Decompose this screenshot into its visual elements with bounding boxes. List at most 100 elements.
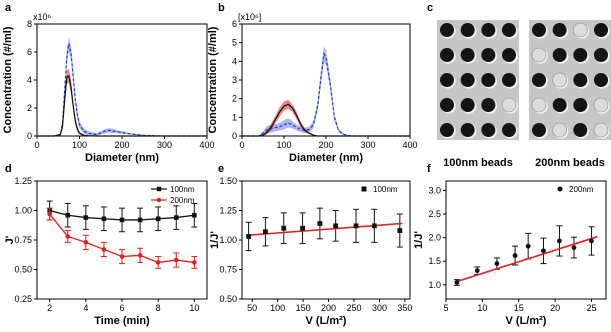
- x-tick-label: 400: [402, 140, 417, 150]
- x-tick-label: 15: [514, 303, 524, 313]
- y-tick-label: 0.25: [14, 294, 32, 304]
- sem-hole: [573, 48, 588, 62]
- sem-image-200nm: [529, 20, 611, 140]
- sem-bead: [531, 47, 547, 63]
- y-tick-label: 6: [27, 47, 32, 57]
- sem-hole: [532, 23, 546, 37]
- chart-b: 0 100 200 300 400 0 1 2 3 4 5 6 Diameter (nm) Concent…: [207, 12, 418, 164]
- data-point: [512, 253, 518, 258]
- data-point: [589, 238, 594, 244]
- x-axis-label: Diameter (nm): [289, 152, 363, 164]
- sem-hole: [481, 23, 496, 37]
- data-point: [65, 212, 71, 218]
- sem-hole: [440, 48, 454, 62]
- data-point: [137, 217, 143, 223]
- x-tick-label: 4: [83, 303, 88, 313]
- y-tick-label: 3: [232, 75, 237, 85]
- x-tick-label: 10: [189, 303, 199, 313]
- y-tick-label: 6: [232, 19, 237, 29]
- sem-hole: [552, 98, 567, 112]
- x-tick-label: 300: [157, 140, 172, 150]
- chart-f: 5 10 15 20 25 1.0 1.5 2.0 2.5 3.0 V (L/m²) 1/J' 200n…: [413, 180, 607, 327]
- y-axis-label: Concentration (#/ml): [2, 26, 14, 133]
- plot-frame: [241, 180, 411, 300]
- data-point: [281, 225, 287, 231]
- x-axis-label: V (L/m²): [306, 315, 347, 327]
- sem-hole: [481, 48, 496, 62]
- sem-bead: [593, 122, 609, 138]
- sem-hole: [440, 98, 454, 112]
- sem-hole: [573, 98, 588, 112]
- x-tick-label: 2: [47, 303, 52, 313]
- data-point: [155, 260, 161, 265]
- x-axis-label: V (L/m²): [506, 315, 547, 327]
- x-tick-label: 350: [397, 303, 412, 313]
- sem-holes-100nm: [440, 23, 518, 139]
- x-tick-label: 250: [346, 303, 361, 313]
- sem-hole: [440, 123, 454, 137]
- y-tick-label: 2: [27, 103, 32, 113]
- sem-hole: [573, 73, 588, 87]
- sem-hole: [502, 23, 516, 37]
- x-tick-label: 50: [247, 303, 257, 313]
- data-point: [353, 223, 359, 229]
- y-tick-label: 1.0: [428, 280, 441, 290]
- x-axis-label: Diameter (nm): [85, 152, 159, 164]
- sem-hole: [552, 23, 567, 37]
- data-point: [119, 254, 125, 259]
- y-tick-label: 8: [27, 19, 32, 29]
- data-point: [571, 245, 577, 250]
- data-point: [137, 253, 143, 258]
- x-tick-label: 300: [372, 303, 387, 313]
- y-tick-label: 0.50: [219, 294, 237, 304]
- data-point: [155, 216, 161, 222]
- x-tick-label: 200: [318, 140, 333, 150]
- chart-a: 0 100 200 300 400 0 2 4 6 8 Diameter (nm) Concentra…: [2, 12, 215, 164]
- sem-hole: [460, 48, 475, 62]
- data-point: [156, 186, 162, 192]
- x-tick-label: 8: [156, 303, 161, 313]
- sem-hole: [594, 48, 608, 62]
- series-line: [242, 103, 410, 137]
- sem-hole: [440, 23, 454, 37]
- sem-hole: [594, 23, 608, 37]
- sem-hole: [460, 73, 475, 87]
- sem-hole: [460, 98, 475, 112]
- panel-letter-d: d: [5, 163, 12, 175]
- sem-hole: [532, 123, 546, 137]
- sem-bead: [573, 22, 588, 38]
- data-point: [246, 234, 252, 239]
- sem-bead: [552, 72, 567, 88]
- x-tick-label: 100: [270, 303, 285, 313]
- y-tick-label: 1.5: [428, 256, 441, 266]
- series-band: [242, 46, 410, 136]
- data-point: [156, 197, 162, 203]
- data-point: [173, 215, 179, 220]
- x-tick-label: 150: [296, 303, 311, 313]
- legend-label: 100nm: [170, 185, 195, 194]
- y-tick-label: 0.50: [14, 265, 32, 275]
- data-point: [119, 217, 125, 223]
- sem-hole: [481, 123, 496, 137]
- series-line: [37, 43, 207, 137]
- data-point: [101, 216, 107, 222]
- y-axis-label: Concentration (#/ml): [207, 26, 219, 133]
- sem-hole: [502, 123, 516, 137]
- data-point: [317, 221, 323, 226]
- sem-hole: [552, 48, 567, 62]
- data-point: [454, 280, 460, 285]
- y-tick-label: 4: [232, 56, 237, 66]
- y-tick-label: 0.75: [14, 235, 32, 245]
- panel-letter-e: e: [218, 163, 224, 175]
- panel-letter-b: b: [218, 2, 225, 14]
- y-axis-label: J': [4, 235, 16, 244]
- y-tick-label: 0.75: [219, 265, 237, 275]
- sem-hole: [481, 98, 496, 112]
- y-tick-label: 3.0: [428, 185, 441, 195]
- data-point: [192, 212, 197, 218]
- legend-label: 100nm: [373, 185, 398, 194]
- sem-hole: [502, 48, 516, 62]
- sem-hole: [532, 73, 546, 87]
- sem-image-100nm: [437, 20, 519, 140]
- data-point: [541, 248, 546, 254]
